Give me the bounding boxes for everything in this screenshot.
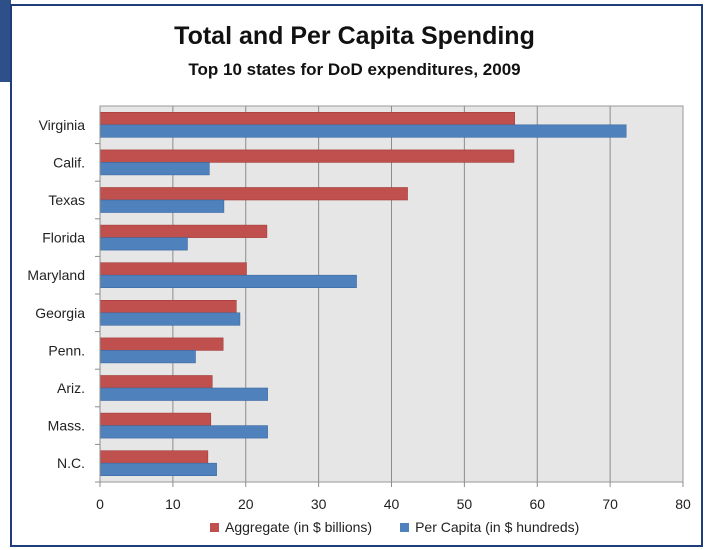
- bar-aggregate: [99, 450, 209, 464]
- y-category-label: Georgia: [35, 305, 85, 321]
- legend-swatch-per-capita: [400, 522, 410, 532]
- bar-per-capita: [99, 350, 196, 364]
- bar-per-capita: [99, 274, 357, 289]
- bar-per-capita: [99, 425, 268, 439]
- x-tick-label: 50: [457, 496, 473, 512]
- bar-aggregate: [99, 412, 212, 426]
- bar-aggregate: [99, 224, 268, 238]
- y-category-label: Texas: [48, 192, 85, 208]
- y-category-label: Maryland: [27, 267, 85, 283]
- x-tick-label: 10: [165, 496, 181, 512]
- x-tick-label: 60: [529, 496, 545, 512]
- x-tick-label: 40: [384, 496, 400, 512]
- chart-legend: Aggregate (in $ billions) Per Capita (in…: [210, 519, 579, 535]
- x-tick-label: 0: [96, 496, 104, 512]
- bar-per-capita: [99, 162, 210, 176]
- legend-item-per-capita: Per Capita (in $ hundreds): [400, 519, 579, 535]
- bar-per-capita: [99, 124, 627, 138]
- left-accent-bar: [0, 0, 11, 82]
- bar-aggregate: [99, 149, 515, 163]
- legend-swatch-aggregate: [210, 522, 219, 532]
- y-category-label: N.C.: [57, 455, 85, 471]
- x-tick-label: 20: [238, 496, 254, 512]
- bar-aggregate: [99, 262, 247, 276]
- y-category-label: Virginia: [39, 117, 86, 133]
- legend-item-aggregate: Aggregate (in $ billions): [210, 519, 372, 535]
- bar-per-capita: [99, 237, 188, 251]
- bar-aggregate: [99, 375, 213, 389]
- bar-aggregate: [99, 337, 224, 351]
- bar-aggregate: [99, 299, 237, 314]
- x-tick-label: 30: [311, 496, 327, 512]
- x-tick-label: 80: [675, 496, 691, 512]
- x-tick-label: 70: [602, 496, 618, 512]
- legend-label-aggregate: Aggregate (in $ billions): [225, 519, 373, 535]
- y-category-label: Ariz.: [57, 380, 85, 396]
- bar-per-capita: [99, 199, 225, 213]
- bar-per-capita: [99, 462, 217, 477]
- y-category-label: Penn.: [48, 342, 85, 358]
- bar-aggregate: [99, 187, 408, 201]
- y-category-label: Florida: [42, 230, 85, 246]
- y-category-label: Calif.: [53, 154, 85, 170]
- chart-subtitle: Top 10 states for DoD expenditures, 2009: [188, 60, 521, 79]
- chart-title: Total and Per Capita Spending: [174, 22, 535, 50]
- y-category-label: Mass.: [48, 418, 85, 434]
- bar-per-capita: [99, 312, 241, 326]
- bar-aggregate: [99, 112, 515, 126]
- legend-label-per-capita: Per Capita (in $ hundreds): [415, 519, 580, 535]
- bar-per-capita: [99, 387, 268, 401]
